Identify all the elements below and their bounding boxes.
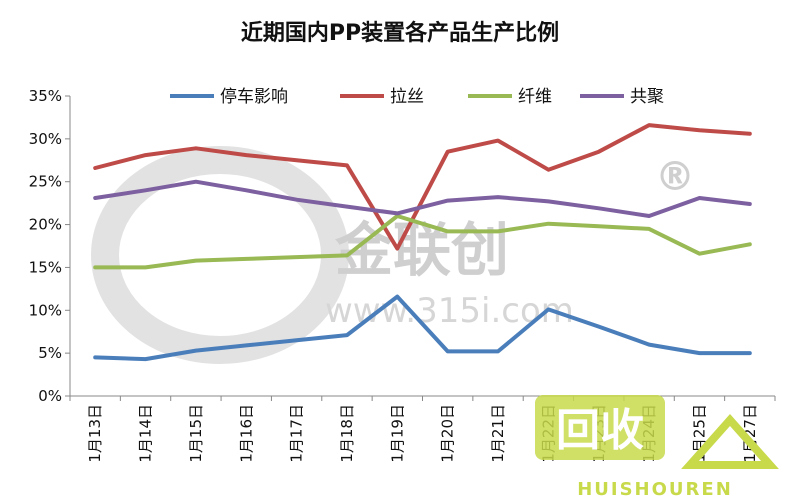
legend-label: 共聚 — [630, 87, 664, 107]
corner-logo-subtext: HUISHOUREN — [577, 479, 733, 500]
legend-item: 纤维 — [468, 87, 552, 107]
y-tick-label: 5% — [38, 344, 62, 362]
corner-logo: 回收 HUISHOUREN — [535, 395, 779, 500]
x-tick-label: 1月15日 — [187, 404, 205, 463]
y-tick-label: 25% — [29, 173, 62, 191]
x-tick-label: 1月19日 — [388, 404, 406, 463]
legend-label: 纤维 — [518, 87, 552, 107]
y-tick-label: 20% — [29, 216, 62, 234]
legend-label: 停车影响 — [220, 87, 288, 107]
corner-logo-text: 回收 — [556, 405, 644, 456]
corner-logo-triangle-icon — [681, 413, 779, 469]
legend-item: 拉丝 — [340, 87, 424, 107]
series-lines — [93, 123, 752, 362]
legend-item: 停车影响 — [170, 87, 288, 107]
series-line — [93, 294, 752, 362]
y-tick-label: 0% — [38, 387, 62, 405]
series-line — [93, 123, 752, 251]
series-line — [93, 214, 752, 270]
x-tick-label: 1月18日 — [338, 404, 356, 463]
legend: 停车影响 拉丝 纤维 共聚 — [170, 87, 664, 107]
x-tick-label: 1月21日 — [489, 404, 507, 463]
chart-title: 近期国内PP装置各产品生产比例 — [241, 20, 559, 46]
watermark-brand: 金联创 — [335, 216, 509, 284]
y-tick-label: 10% — [29, 301, 62, 319]
x-tick-label: 1月20日 — [439, 404, 457, 463]
corner-logo-badge — [535, 395, 665, 460]
x-tick-label: 1月17日 — [288, 404, 306, 463]
x-tick-label: 1月14日 — [137, 404, 155, 463]
series-line — [93, 179, 752, 218]
legend-item: 共聚 — [580, 87, 664, 107]
x-tick-label: 1月16日 — [237, 404, 255, 463]
legend-label: 拉丝 — [390, 87, 424, 107]
y-tick-label: 35% — [29, 87, 62, 105]
y-tick-label: 30% — [29, 130, 62, 148]
x-tick-label: 1月13日 — [86, 404, 104, 463]
watermark-mark: ® — [655, 154, 695, 200]
y-tick-label: 15% — [29, 258, 62, 276]
